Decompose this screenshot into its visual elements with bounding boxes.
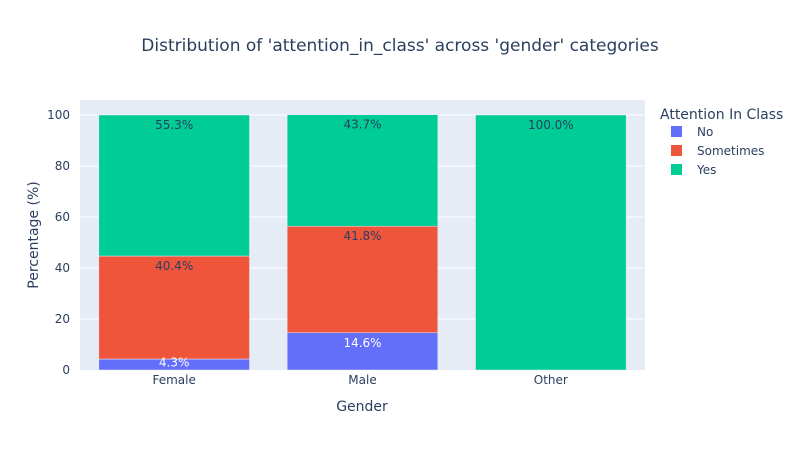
bar-segment-sometimes	[286, 225, 439, 334]
bar-data-label: 14.6%	[343, 336, 381, 350]
legend-swatch-no[interactable]	[671, 126, 682, 137]
y-tick-label: 80	[55, 159, 70, 173]
bar-segment-yes	[286, 114, 439, 227]
bar-data-label: 55.3%	[155, 118, 193, 132]
bar-segment-sometimes	[98, 255, 250, 360]
bar-data-label: 100.0%	[528, 118, 574, 132]
bar-labels: 4.3% 40.4% 55.3% 14.6% 41.8% 43.7% 100.0%	[155, 118, 574, 370]
bar-data-label: 41.8%	[343, 229, 381, 243]
x-tick-label: Other	[534, 373, 568, 387]
y-tick-label: 60	[55, 210, 70, 224]
x-axis-title: Gender	[336, 399, 388, 415]
legend-item-yes[interactable]: Yes	[696, 163, 716, 177]
bar-data-label: 40.4%	[155, 259, 193, 273]
bar-data-label: 43.7%	[343, 118, 381, 132]
bar-segment-no	[286, 332, 439, 371]
legend-item-sometimes[interactable]: Sometimes	[697, 144, 764, 158]
x-tick-label: Male	[348, 373, 376, 387]
legend-swatch-yes[interactable]	[671, 164, 682, 175]
y-tick-label: 100	[47, 108, 70, 122]
chart-title: Distribution of 'attention_in_class' acr…	[141, 36, 659, 56]
x-tick-label: Female	[152, 373, 195, 387]
y-tick-label: 40	[55, 261, 70, 275]
y-axis-ticks: 0 20 40 60 80 100	[47, 108, 70, 377]
legend: Attention In Class No Sometimes Yes	[660, 107, 783, 177]
y-tick-label: 20	[55, 312, 70, 326]
legend-item-no[interactable]: No	[697, 125, 713, 139]
y-tick-label: 0	[62, 363, 70, 377]
bar-segment-yes	[475, 114, 627, 371]
bar-segment-yes	[98, 114, 250, 257]
y-axis-title: Percentage (%)	[26, 181, 42, 288]
x-axis-ticks: Female Male Other	[152, 373, 567, 387]
bars	[98, 114, 627, 371]
bar-data-label: 4.3%	[159, 356, 190, 370]
legend-swatch-sometimes[interactable]	[671, 145, 682, 156]
legend-title: Attention In Class	[660, 107, 783, 123]
